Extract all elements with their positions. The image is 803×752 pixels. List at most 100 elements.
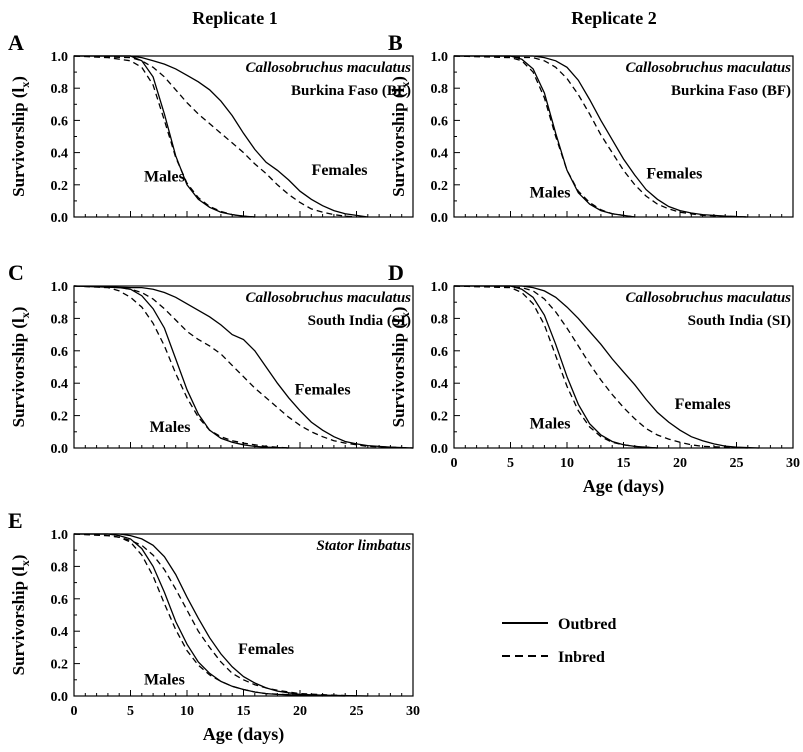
x-axis-label-d: Age (days) — [583, 476, 665, 497]
series-females-outbred-b — [454, 55, 748, 218]
series-males-inbred-b — [453, 55, 635, 218]
x-tick-label-e: 5 — [127, 704, 134, 719]
series-males-inbred-c — [73, 285, 289, 449]
x-tick-label-d: 20 — [673, 456, 687, 471]
y-tick-label-c: 0.2 — [51, 410, 69, 425]
x-tick-label-d: 0 — [451, 456, 458, 471]
column-header-replicate-1: Replicate 1 — [192, 8, 277, 28]
population-label-a: Burkina Faso (BF) — [291, 83, 411, 99]
species-label-e: Stator limbatus — [316, 538, 411, 554]
x-tick-label-d: 15 — [617, 456, 631, 471]
series-males-outbred-e — [74, 533, 346, 697]
y-tick-label-d: 0.2 — [431, 410, 449, 425]
series-males-outbred-a — [74, 55, 255, 218]
y-tick-label-e: 0.6 — [51, 593, 69, 608]
panel-letter-c: C — [8, 260, 24, 285]
series-females-outbred-c — [73, 285, 414, 449]
series-females-outbred-d — [454, 285, 760, 449]
series-females-inbred-c — [73, 285, 414, 449]
x-tick-label-d: 25 — [730, 456, 744, 471]
panel-e: E 0.0 0.2 0.4 0.6 0.8 1.0 0 5 10 15 20 25 30 Age (days… — [8, 508, 420, 745]
x-tick-label-e: 20 — [293, 704, 307, 719]
y-tick-label-d: 1.0 — [431, 280, 449, 295]
y-tick-label-d: 0.8 — [431, 312, 449, 327]
x-tick-label-e: 15 — [237, 704, 251, 719]
plot-frame-e — [73, 533, 414, 697]
panel-letter-e: E — [8, 508, 23, 533]
x-tick-label-e: 0 — [71, 704, 78, 719]
series-females-outbred-e — [74, 533, 368, 697]
x-tick-label-d: 10 — [560, 456, 574, 471]
series-label-females-c: Females — [295, 382, 351, 399]
y-tick-label-c: 0.6 — [51, 345, 69, 360]
series-males-outbred-c — [73, 285, 289, 449]
y-axis-label-d: Survivorship (lx) — [389, 307, 412, 428]
population-label-c: South India (SI) — [308, 313, 411, 329]
plot-frame-c — [73, 285, 414, 449]
series-males-inbred-d — [453, 285, 658, 449]
panel-letter-d: D — [388, 260, 404, 285]
y-tick-label-a: 0.8 — [51, 82, 69, 97]
y-axis-label-b: Survivorship (lx) — [389, 76, 412, 197]
x-tick-label-e: 10 — [180, 704, 194, 719]
series-label-males-a: Males — [144, 169, 185, 186]
y-tick-label-e: 0.0 — [51, 690, 69, 705]
series-males-inbred-a — [73, 55, 255, 218]
series-label-females-a: Females — [312, 162, 368, 179]
plot-frame-b — [453, 55, 794, 218]
panel-b: B 0.0 0.2 0.4 0.6 0.8 1.0 Survivorship (lx) Call… — [388, 30, 794, 226]
y-tick-label-e: 0.4 — [51, 625, 69, 640]
x-tick-label-d: 5 — [507, 456, 514, 471]
y-tick-label-e: 0.2 — [51, 658, 69, 673]
series-label-females-e: Females — [238, 641, 294, 658]
series-females-inbred-b — [453, 55, 748, 218]
y-tick-label-b: 1.0 — [431, 50, 449, 65]
species-label-a: Callosobruchus maculatus — [246, 60, 412, 76]
series-females-outbred-a — [74, 55, 368, 218]
x-tick-label-d: 30 — [786, 456, 800, 471]
panel-letter-b: B — [388, 30, 403, 55]
y-tick-label-e: 1.0 — [51, 528, 69, 543]
y-tick-label-a: 0.0 — [51, 211, 69, 226]
species-label-d: Callosobruchus maculatus — [626, 290, 792, 306]
y-tick-label-d: 0.4 — [431, 377, 449, 392]
species-label-c: Callosobruchus maculatus — [246, 290, 412, 306]
y-tick-label-b: 0.0 — [431, 211, 449, 226]
panel-letter-a: A — [8, 30, 24, 55]
series-females-inbred-d — [453, 285, 748, 449]
y-tick-label-a: 1.0 — [51, 50, 69, 65]
series-males-inbred-e — [73, 533, 323, 697]
y-axis-label-c: Survivorship (lx) — [9, 307, 32, 428]
y-tick-label-c: 1.0 — [51, 280, 69, 295]
series-label-males-e: Males — [144, 672, 185, 689]
series-label-males-d: Males — [530, 416, 571, 433]
y-axis-label-e: Survivorship (lx) — [9, 555, 32, 676]
series-label-females-b: Females — [646, 165, 702, 182]
series-label-females-d: Females — [675, 396, 731, 413]
panel-d: D 0.0 0.2 0.4 0.6 0.8 1.0 0 5 10 15 20 25 30 Age (days… — [388, 260, 800, 497]
x-tick-label-e: 30 — [406, 704, 420, 719]
population-label-b: Burkina Faso (BF) — [671, 83, 791, 99]
y-tick-label-d: 0.0 — [431, 442, 449, 457]
species-label-b: Callosobruchus maculatus — [626, 60, 792, 76]
x-axis-label-e: Age (days) — [203, 724, 285, 745]
legend: Outbred Inbred — [502, 616, 616, 666]
y-axis-label-a: Survivorship (lx) — [9, 76, 32, 197]
series-label-males-c: Males — [150, 419, 191, 436]
column-header-replicate-2: Replicate 2 — [571, 8, 656, 28]
y-tick-label-b: 0.4 — [431, 147, 449, 162]
legend-inbred-label: Inbred — [558, 649, 605, 666]
y-tick-label-b: 0.6 — [431, 114, 449, 129]
y-tick-label-a: 0.2 — [51, 179, 69, 194]
plot-frame-a — [73, 55, 414, 218]
series-males-outbred-d — [454, 285, 658, 449]
x-tick-label-e: 25 — [350, 704, 364, 719]
legend-outbred-label: Outbred — [558, 616, 616, 633]
series-females-inbred-e — [73, 533, 357, 697]
plot-frame-d — [453, 285, 794, 449]
series-females-inbred-a — [73, 55, 357, 218]
